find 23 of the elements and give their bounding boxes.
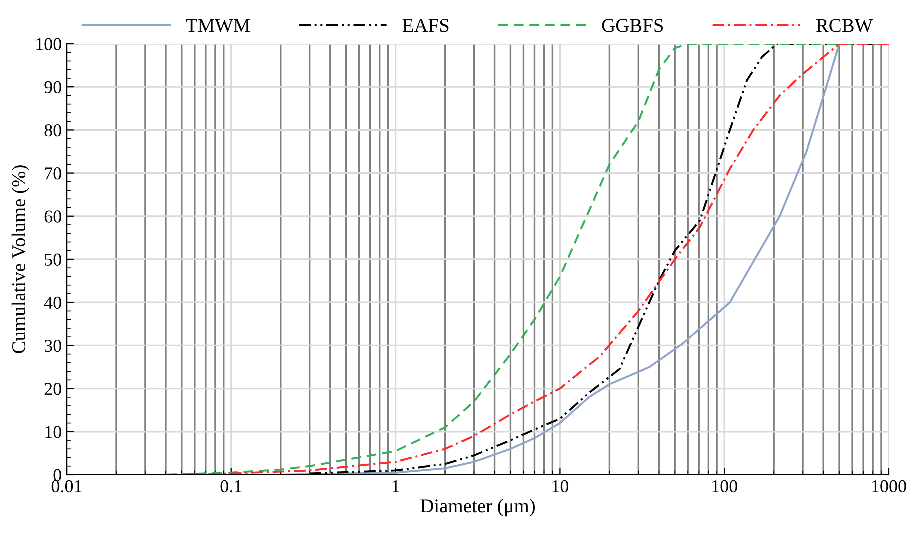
y-tick-label: 90 [44, 81, 62, 94]
x-tick-label: 100 [712, 480, 738, 493]
y-tick-label: 40 [44, 296, 62, 310]
y-tick-label: 0 [54, 469, 62, 482]
x-tick-label: 1 [392, 480, 400, 492]
y-tick-label: 80 [44, 124, 62, 137]
legend-label: RCBW [816, 19, 874, 32]
x-tick-label: 10 [552, 480, 569, 493]
y-tick-label: 60 [44, 210, 62, 223]
x-tick-label: 0.01 [52, 480, 82, 493]
legend-label: GGBFS [602, 19, 664, 32]
x-axis-title: Diameter (μm) [420, 499, 535, 517]
y-tick-label: 10 [46, 426, 62, 438]
x-tick-label: 1000 [872, 480, 906, 493]
legend-label: TMWM [186, 19, 250, 32]
y-tick-label: 70 [45, 168, 62, 180]
y-axis-title: Cumulative Volume (%) [12, 166, 30, 354]
x-tick-label: 0.1 [220, 480, 242, 493]
y-tick-label: 30 [44, 340, 62, 352]
legend-label: EAFS [402, 19, 449, 32]
y-tick-label: 100 [36, 38, 62, 50]
y-tick-label: 20 [44, 383, 62, 396]
y-tick-label: 50 [45, 254, 62, 266]
